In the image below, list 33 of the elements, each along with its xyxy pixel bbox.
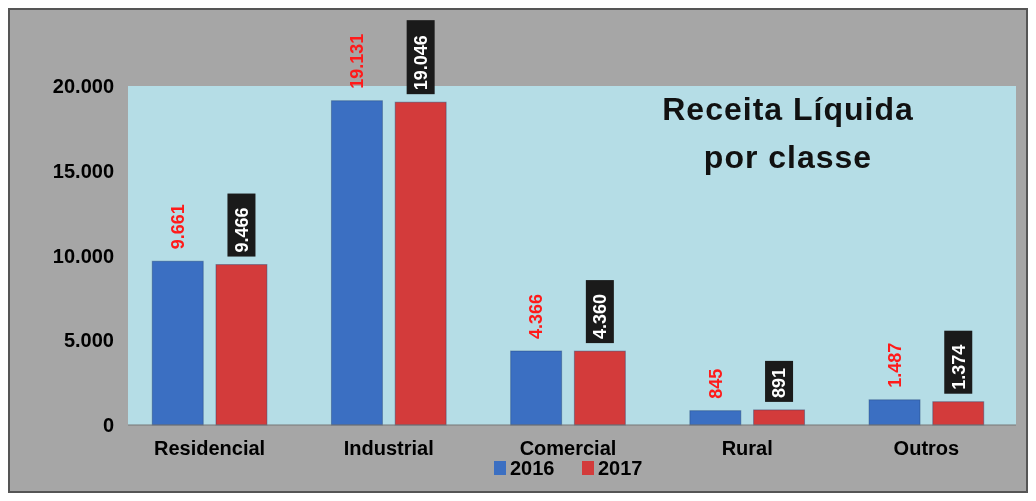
bar — [215, 264, 268, 426]
bar — [330, 100, 383, 426]
data-label: 4.366 — [526, 293, 547, 339]
legend-label: 2016 — [510, 457, 555, 479]
data-label: 1.487 — [884, 342, 905, 388]
x-tick-label: Rural — [721, 437, 773, 459]
bar — [932, 401, 985, 426]
bar — [689, 410, 742, 426]
bar — [753, 409, 806, 426]
y-tick-label: 0 — [102, 414, 114, 436]
data-label: 1.374 — [948, 344, 969, 390]
x-tick-label: Residencial — [154, 437, 266, 459]
bar — [868, 399, 921, 426]
bar — [573, 350, 626, 426]
y-tick-label: 15.000 — [52, 159, 114, 182]
data-label: 845 — [705, 368, 726, 399]
data-label: 19.046 — [410, 35, 431, 91]
bar — [510, 350, 563, 426]
data-label: 9.661 — [168, 204, 189, 250]
x-tick-label: Comercial — [519, 437, 617, 459]
y-tick-label: 5.000 — [63, 329, 114, 352]
y-tick-label: 20.000 — [52, 75, 114, 97]
data-label: 4.360 — [590, 294, 611, 340]
data-label: 9.466 — [231, 207, 252, 253]
text: Receita Líquida por classe — [662, 90, 914, 175]
data-label: 891 — [769, 367, 790, 398]
legend-label: 2017 — [598, 457, 643, 479]
x-tick-label: Industrial — [343, 437, 434, 459]
x-tick-label: Outros — [893, 437, 960, 459]
data-label: 19.131 — [347, 33, 368, 89]
bar — [394, 101, 447, 426]
bar — [151, 260, 204, 426]
y-tick-label: 10.000 — [52, 244, 114, 267]
